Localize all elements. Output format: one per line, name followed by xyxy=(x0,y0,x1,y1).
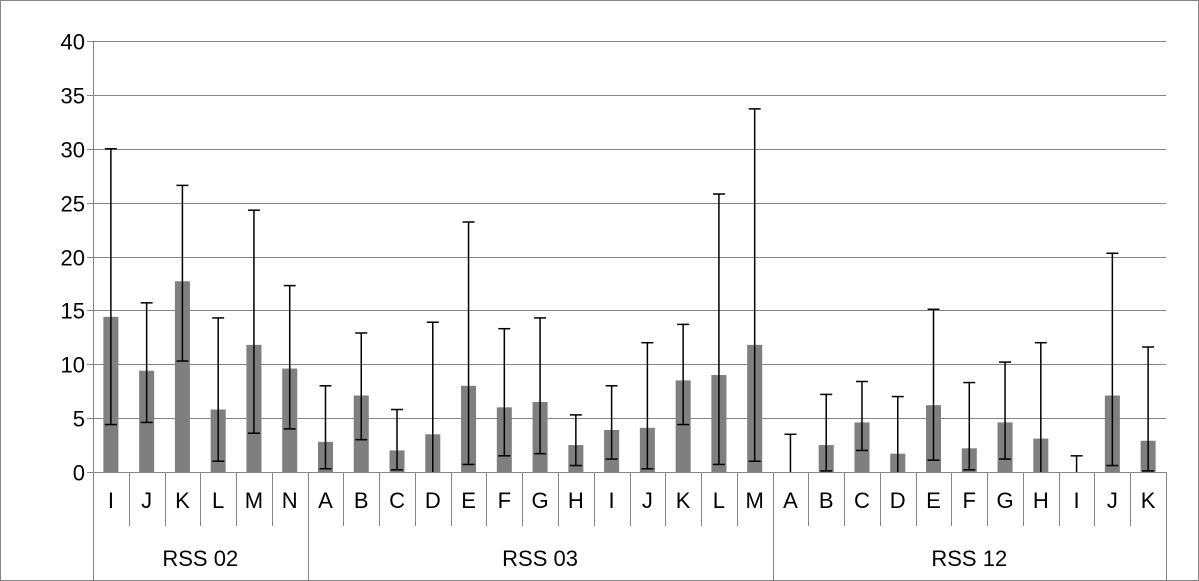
x-tick-label: C xyxy=(854,488,870,513)
y-tick-label: 0 xyxy=(73,461,85,486)
x-tick-label: G xyxy=(532,488,549,513)
x-tick-label: K xyxy=(1141,488,1156,513)
group-label: RSS 12 xyxy=(931,546,1007,571)
y-tick-label: 10 xyxy=(61,353,85,378)
axes xyxy=(87,41,1167,581)
x-tick-label: C xyxy=(389,488,405,513)
x-tick-label: B xyxy=(819,488,834,513)
x-tick-label: I xyxy=(108,488,114,513)
y-tick-label: 30 xyxy=(61,138,85,163)
y-tick-label: 15 xyxy=(61,299,85,324)
x-tick-label: M xyxy=(746,488,764,513)
x-tick-label: K xyxy=(175,488,190,513)
x-tick-label: F xyxy=(963,488,976,513)
y-tick-label: 40 xyxy=(61,30,85,55)
x-tick-label: I xyxy=(1074,488,1080,513)
error-bars xyxy=(104,108,1155,472)
x-tick-label: G xyxy=(996,488,1013,513)
x-tick-label: K xyxy=(676,488,691,513)
y-tick-label: 20 xyxy=(61,246,85,271)
x-tick-label: H xyxy=(568,488,584,513)
x-tick-label: J xyxy=(642,488,653,513)
y-tick-labels: 0 5 10 15 20 25 30 35 40 xyxy=(61,30,85,486)
group-label: RSS 03 xyxy=(502,546,578,571)
y-tick-label: 25 xyxy=(61,192,85,217)
x-tick-label: F xyxy=(498,488,511,513)
x-tick-label: L xyxy=(212,488,224,513)
x-tick-label: J xyxy=(141,488,152,513)
x-tick-label: D xyxy=(425,488,441,513)
x-tick-label: E xyxy=(461,488,476,513)
x-tick-label: B xyxy=(354,488,369,513)
x-tick-label: L xyxy=(713,488,725,513)
y-tick-label: 35 xyxy=(61,84,85,109)
group-label: RSS 02 xyxy=(162,546,238,571)
bar-rss03-k xyxy=(675,380,691,472)
x-tick-label: N xyxy=(282,488,298,513)
x-tick-label: J xyxy=(1107,488,1118,513)
x-tick-label: E xyxy=(926,488,941,513)
group-labels: RSS 02 RSS 03 RSS 12 xyxy=(162,546,1007,571)
x-tick-label: I xyxy=(609,488,615,513)
x-tick-label: A xyxy=(318,488,333,513)
x-tick-label: D xyxy=(890,488,906,513)
x-tick-label: H xyxy=(1033,488,1049,513)
y-tick-label: 5 xyxy=(73,407,85,432)
bar-rss02-k xyxy=(174,281,190,472)
x-tick-label: M xyxy=(245,488,263,513)
x-tick-label: A xyxy=(783,488,798,513)
